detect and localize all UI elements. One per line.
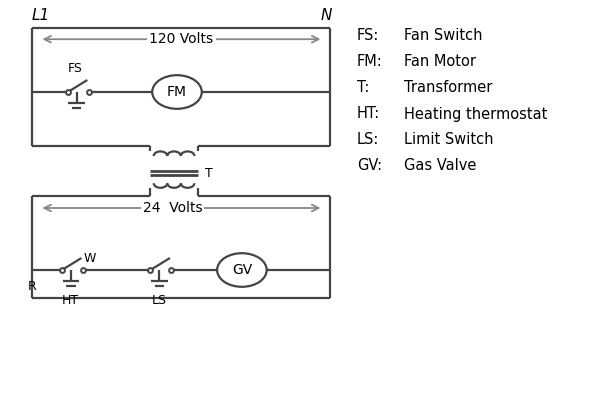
- Text: N: N: [320, 8, 332, 23]
- Text: FM:: FM:: [357, 54, 383, 70]
- Text: FS:: FS:: [357, 28, 379, 44]
- Text: Fan Switch: Fan Switch: [404, 28, 483, 44]
- Text: L1: L1: [31, 8, 50, 23]
- Text: LS:: LS:: [357, 132, 379, 148]
- Text: Transformer: Transformer: [404, 80, 493, 96]
- Text: Gas Valve: Gas Valve: [404, 158, 477, 174]
- Text: R: R: [28, 280, 37, 293]
- Text: HT: HT: [62, 294, 80, 307]
- Text: FS: FS: [68, 62, 83, 75]
- Text: LS: LS: [152, 294, 167, 307]
- Text: W: W: [84, 252, 96, 265]
- Text: GV: GV: [232, 263, 252, 277]
- Text: T: T: [205, 167, 212, 180]
- Text: T:: T:: [357, 80, 369, 96]
- Text: 24  Volts: 24 Volts: [143, 201, 202, 215]
- Text: Limit Switch: Limit Switch: [404, 132, 494, 148]
- Text: 120 Volts: 120 Volts: [149, 32, 214, 46]
- Text: FM: FM: [167, 85, 187, 99]
- Text: GV:: GV:: [357, 158, 382, 174]
- Text: Heating thermostat: Heating thermostat: [404, 106, 548, 122]
- Text: HT:: HT:: [357, 106, 380, 122]
- Text: Fan Motor: Fan Motor: [404, 54, 476, 70]
